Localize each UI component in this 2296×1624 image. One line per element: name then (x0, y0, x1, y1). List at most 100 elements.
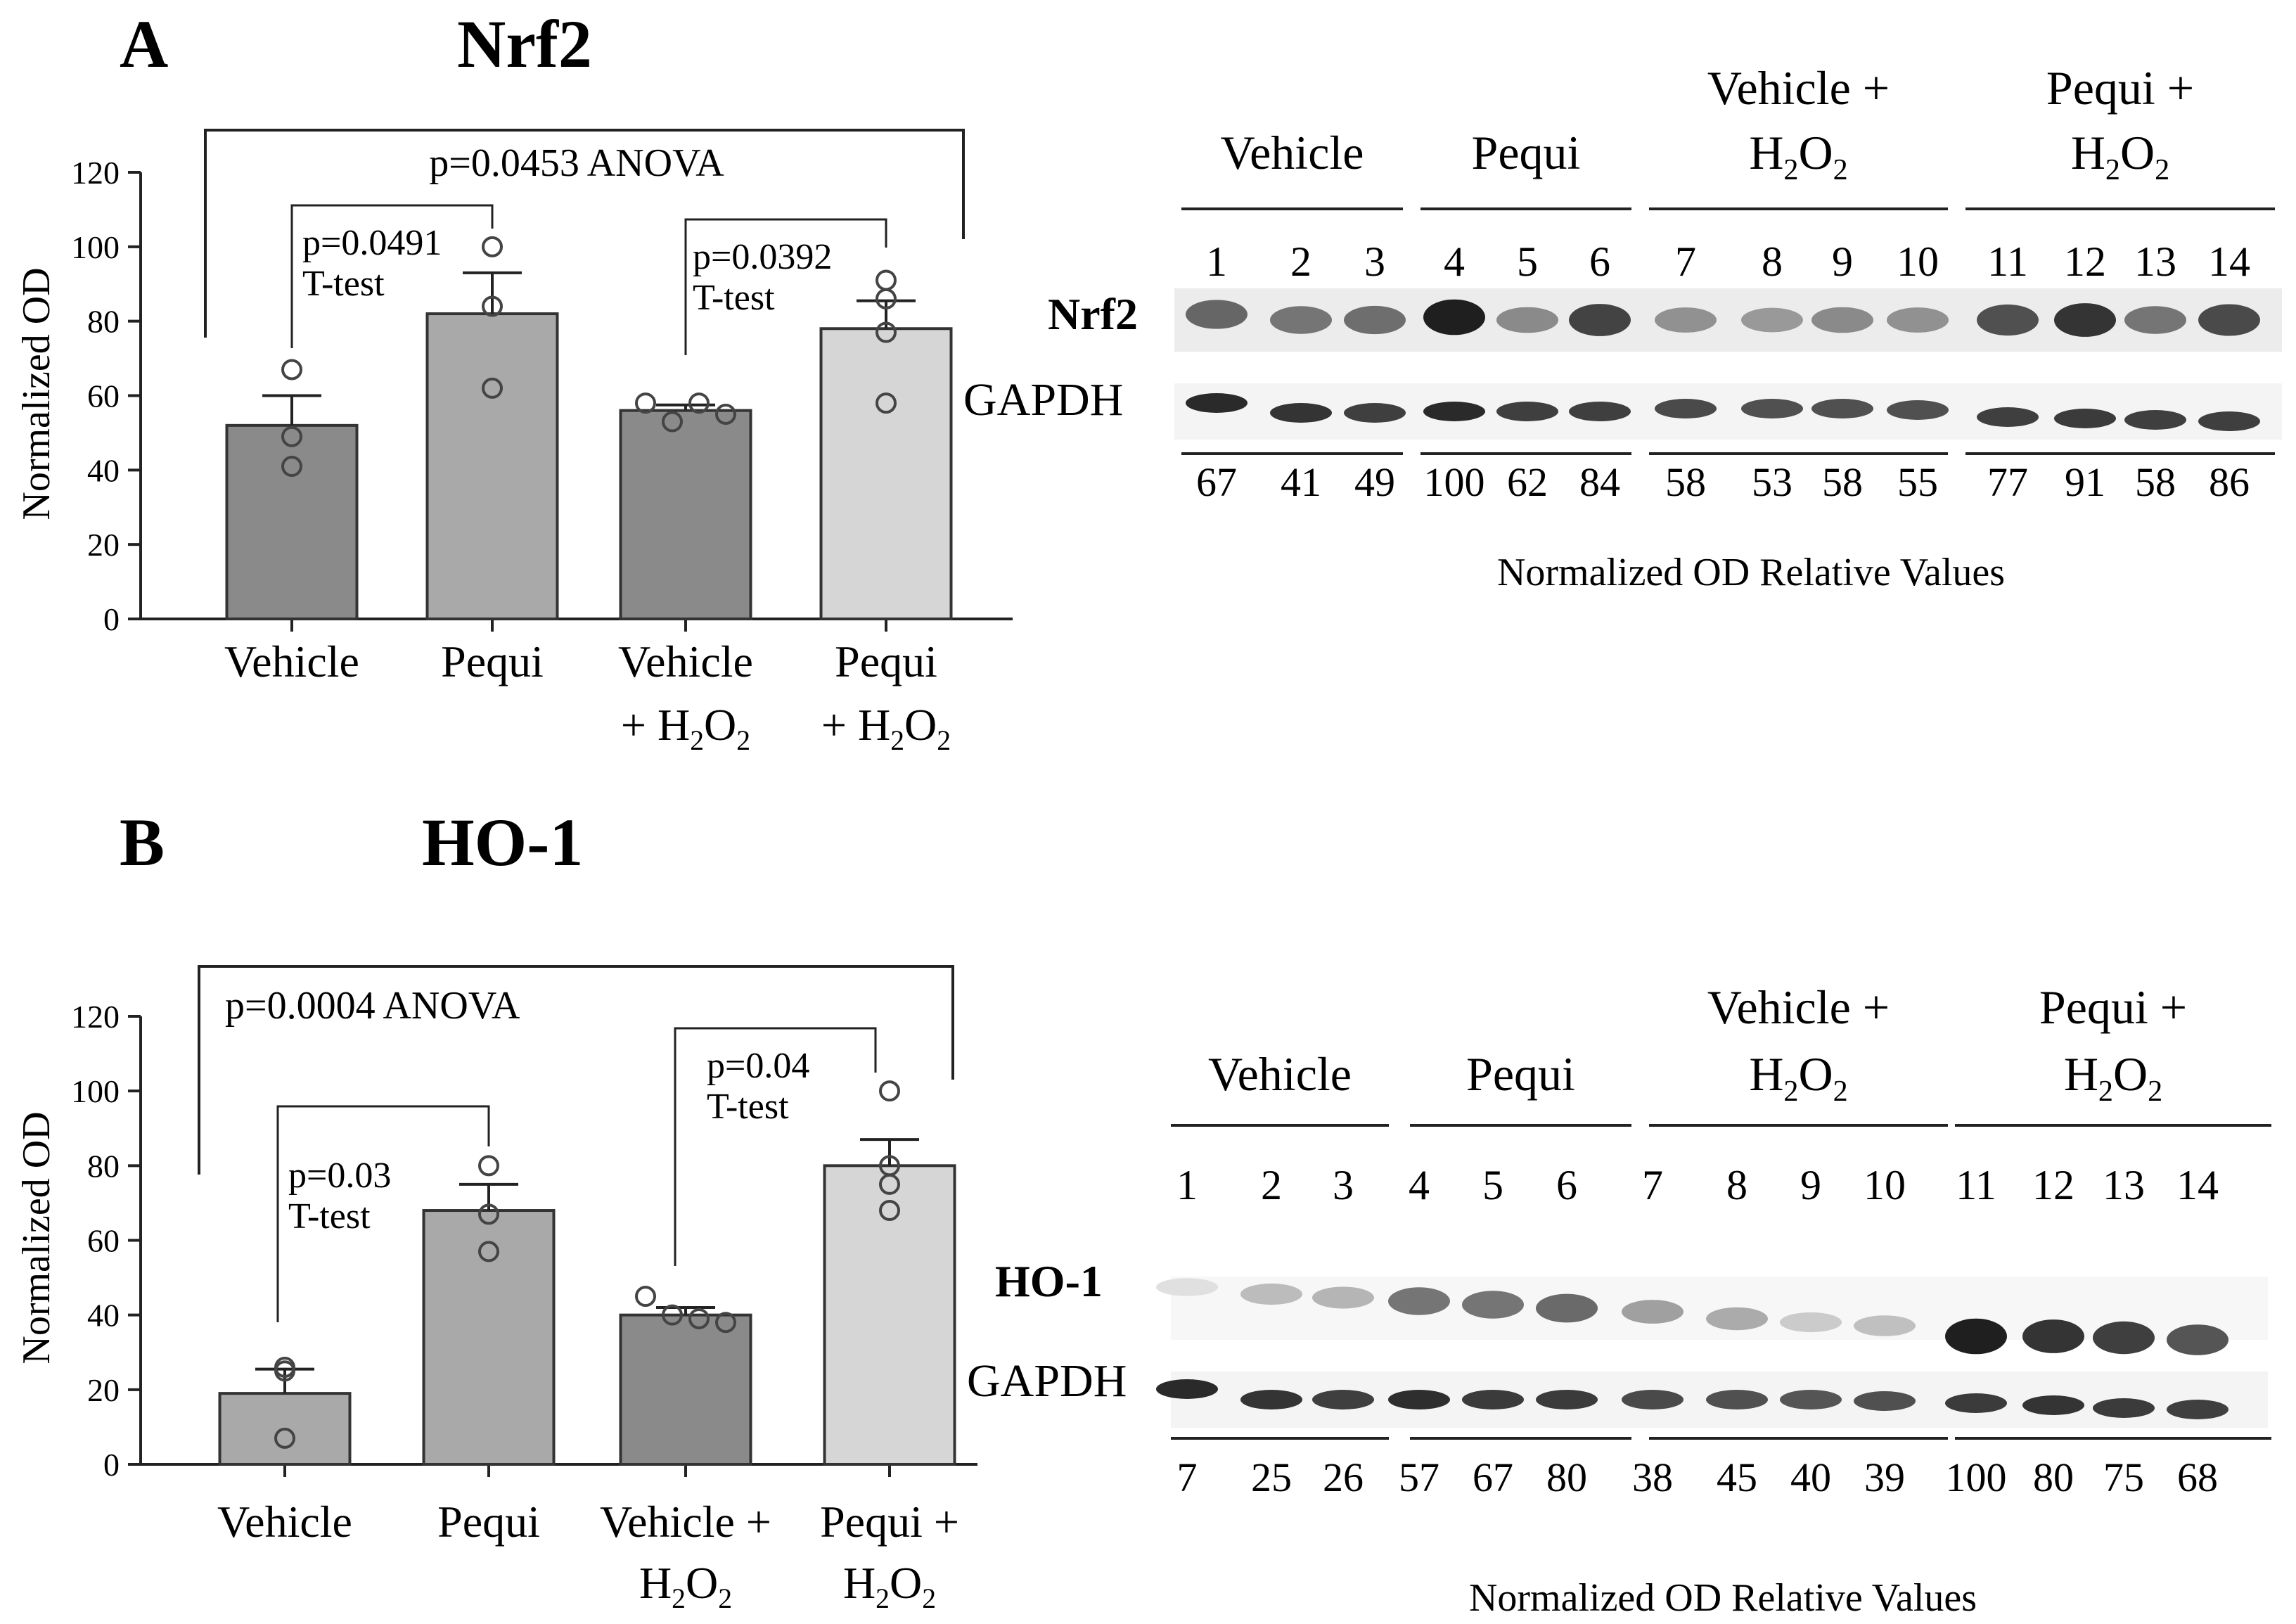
blot-group-label: Pequi (1472, 126, 1581, 179)
lane-number: 11 (1987, 238, 2028, 285)
data-point (281, 359, 302, 381)
gapdh-band (1854, 1391, 1916, 1411)
lane-number: 11 (1956, 1162, 1996, 1208)
target-band (1854, 1315, 1916, 1336)
gapdh-band (1388, 1390, 1450, 1409)
lane-number: 2 (1290, 238, 1311, 285)
ttest-bracket (276, 1105, 490, 1322)
x-tick-label: Vehicle (217, 1497, 352, 1547)
blot-group-label: Vehicle + (1707, 980, 1890, 1034)
relative-value: 53 (1752, 459, 1792, 505)
x-tick-label: H2O2 (639, 1558, 732, 1614)
gapdh-band (1945, 1393, 2007, 1413)
relative-value: 55 (1897, 459, 1938, 505)
blot-target-label: HO-1 (995, 1256, 1103, 1306)
data-point (478, 1203, 499, 1225)
target-band (1780, 1312, 1842, 1333)
bars (225, 271, 953, 621)
blot-bands (1156, 1278, 2228, 1419)
bar (422, 1209, 556, 1466)
ttest-p-label: p=0.04 (707, 1046, 809, 1086)
lane-number: 3 (1364, 238, 1385, 285)
panel-b-title: HO-1 (422, 805, 583, 880)
blot-group-label: H2O2 (1749, 126, 1847, 186)
anova-bracket (204, 129, 965, 338)
target-band (1741, 307, 1803, 333)
target-band (2022, 1319, 2084, 1353)
target-band (1977, 304, 2039, 336)
lane-number: 7 (1642, 1162, 1663, 1208)
x-tick-label: H2O2 (843, 1558, 936, 1614)
panel-b-western-blot: HO-1 GAPDH Normalized OD Relative Values… (967, 980, 2271, 1620)
relative-value: 100 (1424, 459, 1485, 505)
data-point (876, 288, 897, 309)
relative-value: 58 (1822, 459, 1863, 505)
data-points (281, 236, 897, 478)
ttest-p-label: p=0.0491 (302, 223, 442, 263)
gapdh-band (1156, 1379, 1218, 1399)
target-band (1156, 1278, 1218, 1296)
data-points (274, 1080, 900, 1449)
y-tick-label: 0 (103, 601, 120, 637)
target-band (1887, 307, 1949, 333)
blot-loading-label: GAPDH (963, 374, 1123, 426)
data-point (478, 1155, 499, 1177)
data-point (879, 1173, 900, 1195)
target-band (1344, 305, 1406, 335)
gapdh-band (1655, 399, 1717, 418)
relative-value: 7 (1177, 1454, 1198, 1500)
target-band (2054, 303, 2116, 337)
y-tick-label: 120 (71, 999, 120, 1035)
gapdh-band (1240, 1390, 1302, 1409)
gapdh-band (2022, 1395, 2084, 1415)
blot-group-headers: Vehicle Pequi Vehicle + H2O2 Pequi + H2O2 (1181, 61, 2275, 455)
gapdh-band (2054, 409, 2116, 428)
lane-number: 1 (1176, 1162, 1198, 1208)
data-point (482, 236, 503, 257)
data-point (281, 426, 302, 447)
lane-number: 13 (2103, 1162, 2145, 1208)
y-tick-label: 100 (71, 229, 120, 265)
gapdh-band (1887, 400, 1949, 420)
gapdh-band (2198, 411, 2260, 431)
data-point (274, 1427, 295, 1449)
gapdh-band (1496, 402, 1558, 421)
blot-group-label: Vehicle (1208, 1047, 1352, 1101)
ttest-bracket (290, 204, 494, 348)
lane-number: 7 (1675, 238, 1696, 285)
ttest-bracket (684, 218, 887, 355)
target-band (1270, 306, 1332, 334)
relative-value: 25 (1251, 1454, 1292, 1500)
relative-value: 86 (2209, 459, 2250, 505)
lane-number: 6 (1589, 238, 1610, 285)
ttest-label: T-test (288, 1196, 371, 1236)
relative-value: 67 (1196, 459, 1237, 505)
anova-label: p=0.0004 ANOVA (225, 984, 520, 1028)
blot-group-label: Vehicle (1221, 126, 1364, 179)
target-band (1240, 1283, 1302, 1305)
target-band (2198, 304, 2260, 336)
target-band (2124, 306, 2186, 334)
bar (225, 423, 359, 620)
relative-values: 67 41 49 100 62 84 58 53 58 55 77 91 58 86 (1196, 459, 2250, 505)
lane-number: 14 (2176, 1162, 2219, 1208)
x-tick-label: + H2O2 (821, 700, 951, 756)
y-axis-label: Normalized OD (15, 1111, 58, 1364)
gapdh-band (1780, 1390, 1842, 1409)
blot-group-label: Pequi + (2039, 980, 2187, 1034)
data-point (879, 1080, 900, 1102)
target-band (2093, 1321, 2155, 1355)
lane-number: 2 (1261, 1162, 1282, 1208)
relative-value: 84 (1579, 459, 1620, 505)
data-point (274, 1356, 295, 1378)
data-point (635, 1286, 656, 1307)
gapdh-band (1811, 399, 1873, 418)
blot-caption: Normalized OD Relative Values (1497, 551, 2005, 594)
ttest-label: T-test (302, 264, 385, 304)
target-band (1423, 299, 1485, 335)
lane-number: 1 (1206, 238, 1227, 285)
y-tick-label: 20 (87, 527, 120, 563)
lane-number: 12 (2064, 238, 2106, 285)
